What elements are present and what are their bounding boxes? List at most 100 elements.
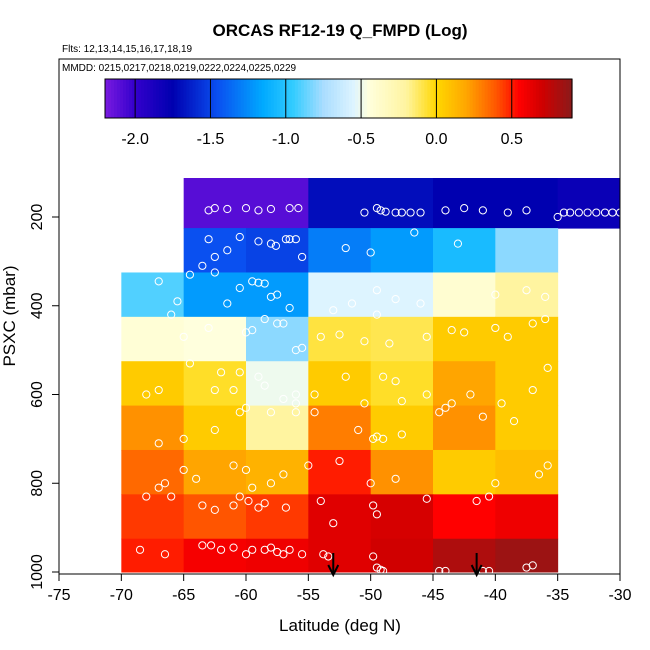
- sample-point: [210, 425, 219, 435]
- colorbar-segment: [219, 79, 224, 118]
- sample-point: [304, 461, 313, 470]
- sample-point: [391, 208, 400, 217]
- colorbar-segment: [484, 79, 489, 118]
- sample-point: [319, 550, 328, 559]
- sample-point: [406, 208, 415, 217]
- sample-point: [271, 241, 281, 250]
- x-tick-label: -30: [608, 587, 631, 604]
- sample-point: [160, 479, 170, 488]
- sample-point: [223, 204, 232, 214]
- x-tick-label: -45: [421, 587, 444, 604]
- colorbar-segment: [336, 79, 341, 118]
- colorbar-segment: [246, 79, 251, 118]
- sample-point: [460, 328, 469, 337]
- heatmap-cell: [495, 538, 559, 573]
- sample-point: [360, 208, 369, 217]
- colorbar-segment: [505, 79, 510, 118]
- sample-point: [397, 208, 406, 217]
- colorbar-segment: [123, 79, 127, 118]
- sample-point: [379, 434, 388, 443]
- heatmap-cell: [183, 494, 247, 540]
- heatmap-cell: [308, 178, 434, 229]
- colorbar-segment: [300, 79, 305, 118]
- sample-point: [441, 566, 450, 576]
- colorbar-segment: [526, 79, 531, 118]
- sample-point: [372, 286, 381, 295]
- sample-point: [291, 235, 300, 244]
- sample-point: [206, 541, 216, 550]
- colorbar-segment: [189, 79, 193, 118]
- sample-point: [310, 390, 319, 399]
- colorbar-segment: [529, 79, 534, 118]
- sample-point: [503, 332, 512, 341]
- sample-point: [491, 290, 500, 299]
- colorbar-segment: [469, 79, 474, 118]
- sample-point: [583, 208, 592, 217]
- colorbar-segment: [111, 79, 115, 118]
- heatmap-cell: [433, 538, 496, 573]
- colorbar-segment: [273, 79, 278, 118]
- sample-point: [291, 390, 300, 399]
- heatmap-cell: [495, 272, 559, 318]
- sample-point: [485, 492, 494, 501]
- heatmap-cell: [183, 178, 309, 229]
- heatmap-cell: [433, 449, 496, 495]
- heatmap-cell: [370, 494, 434, 540]
- heatmap-cell: [246, 361, 309, 407]
- heatmap-cells: [121, 178, 621, 573]
- sample-point: [341, 243, 350, 253]
- colorbar-segment: [343, 79, 347, 118]
- colorbar-segment: [222, 79, 227, 118]
- sample-point: [372, 310, 381, 319]
- sample-point: [285, 235, 294, 244]
- heatmap-cell: [433, 405, 496, 451]
- colorbar-segment: [237, 79, 242, 118]
- sample-point: [592, 208, 601, 217]
- y-tick-label: 800: [29, 470, 46, 497]
- colorbar-segment: [463, 79, 468, 118]
- colorbar-tick-label: 0.0: [425, 131, 447, 148]
- sample-point: [229, 543, 238, 552]
- sample-point: [235, 408, 244, 417]
- y-tick-label: 400: [29, 292, 46, 319]
- sample-point: [266, 239, 276, 248]
- heatmap-cell: [308, 361, 372, 407]
- colorbar-segment: [183, 79, 187, 118]
- sample-point: [541, 314, 550, 324]
- colorbar-segment: [364, 79, 368, 118]
- sample-point: [379, 566, 388, 576]
- sample-point: [447, 326, 456, 335]
- colorbar-segment: [421, 79, 425, 118]
- colorbar-segment: [433, 79, 438, 118]
- sample-point: [478, 206, 487, 215]
- colorbar-segment: [105, 79, 109, 118]
- sample-point: [235, 368, 244, 377]
- colorbar-segment: [303, 79, 308, 118]
- sample-point: [335, 456, 344, 466]
- colorbar-segment: [213, 79, 218, 118]
- colorbar-segment: [327, 79, 332, 118]
- heatmap-cell: [370, 538, 434, 573]
- sample-point: [397, 430, 406, 439]
- colorbar-segment: [240, 79, 245, 118]
- colorbar-segment: [108, 79, 112, 118]
- heatmap-cell: [183, 449, 247, 495]
- sample-point: [466, 390, 475, 399]
- colorbar-segment: [562, 79, 567, 118]
- sample-point: [553, 212, 562, 222]
- x-tick-label: -70: [110, 587, 133, 604]
- colorbar-segment: [252, 79, 257, 118]
- colorbar-segment: [550, 79, 555, 118]
- sample-point: [460, 204, 469, 213]
- colorbar-tick-label: 0.5: [501, 131, 523, 148]
- x-tick-label: -50: [359, 587, 382, 604]
- heatmap-cell: [370, 228, 434, 273]
- colorbar-segment: [285, 79, 290, 118]
- sample-point: [210, 252, 219, 262]
- colorbar-segment: [132, 79, 136, 118]
- colorbar-segment: [556, 79, 561, 118]
- sample-point: [210, 268, 219, 277]
- sample-point: [397, 397, 406, 406]
- sample-point: [223, 299, 232, 308]
